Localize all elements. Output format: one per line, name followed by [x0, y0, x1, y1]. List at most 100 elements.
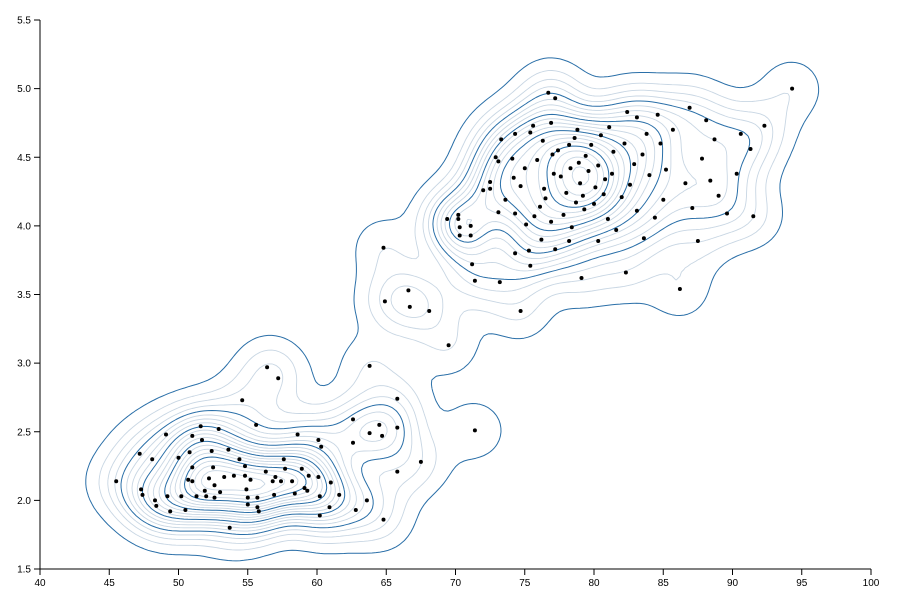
data-point	[187, 450, 192, 455]
data-point	[543, 196, 548, 201]
data-point	[226, 447, 231, 452]
data-point	[532, 214, 537, 219]
x-tick-label: 95	[796, 578, 808, 589]
data-point	[472, 428, 477, 433]
x-tick-label: 80	[588, 578, 600, 589]
data-point	[553, 96, 558, 101]
data-point	[611, 149, 616, 154]
data-point	[619, 195, 624, 200]
data-point	[583, 153, 588, 158]
data-point	[319, 444, 324, 449]
data-point	[496, 210, 501, 215]
data-point	[531, 123, 536, 128]
x-tick-label: 100	[863, 578, 880, 589]
data-point	[524, 222, 529, 227]
data-point	[190, 465, 195, 470]
contour-line	[142, 113, 664, 523]
y-tick-label: 4.5	[17, 153, 31, 164]
data-point	[176, 455, 181, 460]
y-tick-label: 2.5	[17, 427, 31, 438]
data-point	[700, 156, 704, 161]
contour-line	[158, 126, 639, 516]
data-point	[683, 181, 688, 186]
data-point	[762, 123, 767, 128]
contour-line	[194, 156, 599, 497]
data-point	[551, 171, 556, 176]
y-tick-label: 4.0	[17, 221, 31, 232]
data-point	[496, 159, 501, 164]
data-point	[572, 136, 577, 140]
data-point	[190, 479, 195, 484]
data-point	[542, 186, 547, 191]
data-point	[140, 492, 145, 497]
data-point	[292, 491, 297, 496]
data-point	[488, 186, 493, 191]
data-point	[522, 166, 527, 171]
data-point	[316, 438, 321, 442]
data-point	[470, 262, 475, 267]
contour-line	[85, 57, 820, 562]
data-point	[468, 233, 473, 238]
data-point	[273, 475, 278, 479]
data-point	[364, 498, 369, 503]
data-point	[664, 167, 668, 172]
data-point	[194, 494, 199, 499]
data-point	[738, 131, 743, 136]
data-point	[614, 228, 619, 232]
data-point	[546, 90, 551, 95]
data-point	[596, 163, 601, 168]
contour-line	[120, 92, 751, 535]
data-point	[658, 141, 663, 146]
data-point	[592, 201, 596, 206]
data-point	[472, 278, 477, 283]
data-point	[406, 288, 411, 293]
data-point	[179, 494, 184, 499]
data-point	[564, 190, 569, 195]
data-point	[641, 236, 646, 241]
data-point	[202, 488, 207, 493]
data-point	[231, 473, 236, 478]
data-point	[628, 182, 632, 187]
data-point	[518, 309, 523, 313]
data-point	[305, 488, 310, 493]
data-point	[601, 192, 606, 197]
data-point	[255, 505, 260, 510]
data-point	[377, 422, 382, 427]
data-point	[513, 211, 518, 216]
data-point	[488, 180, 493, 184]
x-tick-label: 55	[242, 578, 254, 589]
data-point	[168, 509, 173, 514]
y-tick-label: 5.0	[17, 84, 31, 95]
data-point	[708, 178, 713, 183]
data-point	[647, 173, 652, 178]
contour-line	[184, 145, 610, 503]
data-point	[569, 225, 574, 230]
data-point	[395, 469, 400, 474]
data-point	[567, 239, 572, 243]
data-point	[337, 492, 342, 497]
x-tick-label: 90	[727, 578, 739, 589]
data-point	[317, 494, 322, 499]
data-point	[695, 239, 700, 243]
data-point	[407, 304, 412, 309]
data-point	[610, 171, 614, 176]
data-point	[576, 160, 581, 165]
data-point	[327, 505, 332, 510]
data-point	[734, 171, 739, 176]
x-tick-label: 50	[173, 578, 185, 589]
data-point	[183, 508, 188, 512]
data-point	[395, 425, 400, 430]
data-point	[418, 459, 423, 464]
data-point	[550, 152, 555, 157]
contour-line	[114, 86, 763, 539]
x-tick-label: 85	[658, 578, 670, 589]
data-point	[243, 473, 247, 478]
y-tick-label: 3.5	[17, 290, 31, 301]
data-point	[212, 483, 217, 488]
y-tick-label: 1.5	[17, 565, 31, 576]
data-point	[574, 200, 578, 205]
y-tick-label: 3.0	[17, 359, 31, 370]
data-point	[139, 487, 144, 492]
data-point	[295, 432, 300, 437]
